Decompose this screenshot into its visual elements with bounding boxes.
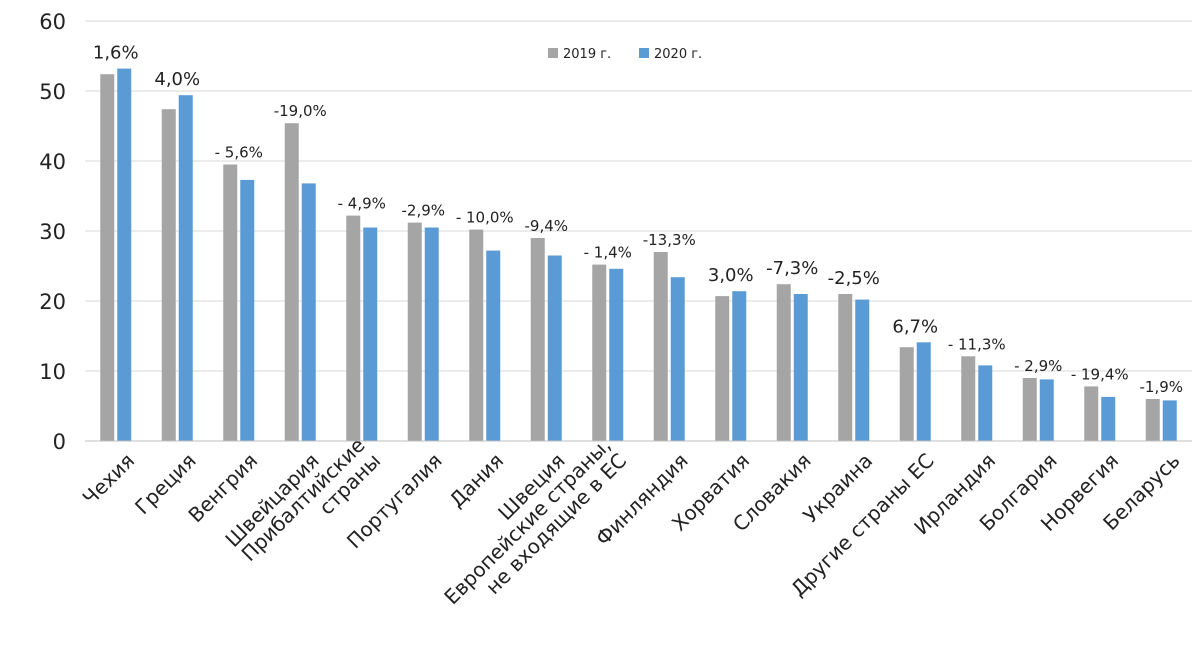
legend-swatch xyxy=(639,48,649,58)
y-tick-label: 20 xyxy=(39,290,66,314)
data-label: -2,5% xyxy=(828,268,880,289)
y-tick-label: 0 xyxy=(53,430,66,454)
y-tick-label: 40 xyxy=(39,150,66,174)
bar-2019 xyxy=(961,356,976,441)
bar-2019 xyxy=(1022,378,1037,441)
bar-2020 xyxy=(486,250,501,441)
bar-2020 xyxy=(916,342,931,441)
bar-2020 xyxy=(117,68,132,441)
data-label: 1,6% xyxy=(93,43,139,64)
bar-2019 xyxy=(838,294,853,441)
bar-2020 xyxy=(301,183,316,441)
bar-2020 xyxy=(793,294,808,441)
x-tick-label-line: Чехия xyxy=(78,448,139,509)
bar-2019 xyxy=(899,347,914,441)
bar-2019 xyxy=(223,164,238,441)
data-label: - 2,9% xyxy=(1014,357,1062,375)
data-label: 6,7% xyxy=(892,316,938,337)
data-label: 3,0% xyxy=(708,265,754,286)
bar-2019 xyxy=(1084,386,1099,441)
bar-2019 xyxy=(469,229,484,441)
bar-2019 xyxy=(776,284,791,441)
data-label: - 4,9% xyxy=(338,195,386,213)
data-label: -1,9% xyxy=(1139,378,1183,396)
bar-2019 xyxy=(592,264,607,441)
legend-swatch xyxy=(548,48,558,58)
bar-2020 xyxy=(732,291,747,441)
bar-2020 xyxy=(547,255,562,441)
bar-2020 xyxy=(855,299,870,441)
bars xyxy=(100,68,1177,441)
data-label: -7,3% xyxy=(766,258,818,279)
data-label: -2,9% xyxy=(401,202,445,220)
bar-2020 xyxy=(363,227,378,441)
bar-2019 xyxy=(653,252,668,441)
bar-2019 xyxy=(161,109,176,441)
bar-2020 xyxy=(1162,400,1177,441)
y-axis: 0 10 20 30 40 50 60 xyxy=(39,10,66,454)
legend: 2019 г. 2020 г. xyxy=(548,47,702,62)
data-label: -19,0% xyxy=(274,102,327,120)
data-label: -13,3% xyxy=(643,231,696,249)
x-tick-label-line: Европейские страны, xyxy=(439,433,615,609)
legend-label: 2019 г. xyxy=(563,47,611,62)
bar-2019 xyxy=(284,123,299,441)
x-axis: ЧехияГрецияВенгрияШвейцарияПрибалтийские… xyxy=(78,433,1192,609)
bar-2019 xyxy=(100,74,115,441)
gridlines xyxy=(85,20,1192,442)
y-tick-label: 30 xyxy=(39,220,66,244)
data-label: 4,0% xyxy=(154,69,200,90)
bar-2019 xyxy=(715,296,730,441)
data-label: - 19,4% xyxy=(1071,365,1129,383)
data-label: - 11,3% xyxy=(948,335,1006,353)
x-tick-label: Чехия xyxy=(78,448,139,509)
bar-2020 xyxy=(609,268,624,441)
y-tick-label: 50 xyxy=(39,80,66,104)
bar-2020 xyxy=(1101,396,1116,441)
bar-2019 xyxy=(1145,399,1160,441)
data-label: -9,4% xyxy=(524,217,568,235)
legend-label: 2020 г. xyxy=(654,47,702,62)
bar-2020 xyxy=(240,179,255,441)
bar-2020 xyxy=(1039,379,1054,441)
data-label: - 10,0% xyxy=(456,209,514,227)
y-tick-label: 60 xyxy=(39,10,66,34)
data-label: - 1,4% xyxy=(584,244,632,262)
bar-2020 xyxy=(978,365,993,441)
data-labels: 1,6% 4,0% - 5,6% -19,0% - 4,9% -2,9% - 10,0% -9… xyxy=(93,43,1183,396)
y-tick-label: 10 xyxy=(39,360,66,384)
bar-2019 xyxy=(530,238,545,441)
bar-2020 xyxy=(670,277,685,441)
bar-2020 xyxy=(178,95,193,441)
bar-2019 xyxy=(407,222,422,441)
bar-2020 xyxy=(424,227,439,441)
bar-2019 xyxy=(346,215,361,441)
data-label: - 5,6% xyxy=(215,144,263,162)
